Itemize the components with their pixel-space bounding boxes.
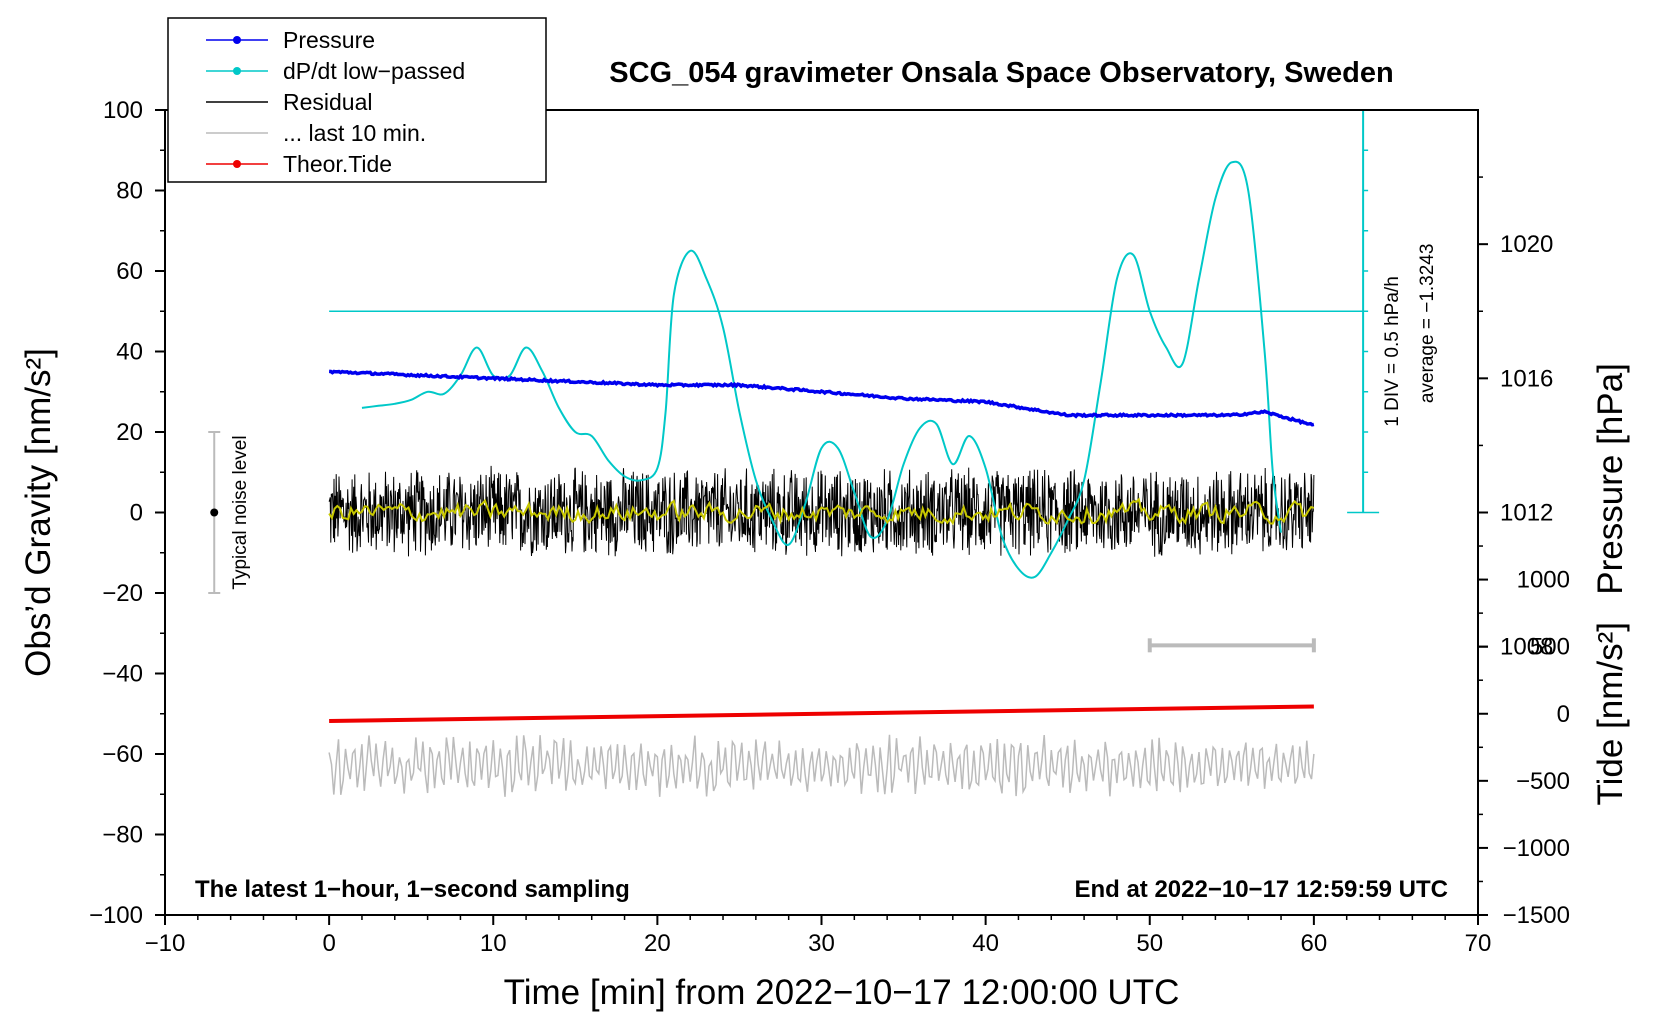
y-tick-label: 100 xyxy=(103,97,143,124)
dpdt-scale-label-1: 1 DIV = 0.5 hPa/h xyxy=(1382,276,1403,427)
legend-label: Residual xyxy=(283,89,373,115)
y-tick-label: 0 xyxy=(130,500,143,527)
tide-tick-label: −500 xyxy=(1516,768,1570,795)
x-tick-label: 50 xyxy=(1136,930,1163,957)
last-10-min-series-line xyxy=(328,734,1315,797)
y-tick-label: 20 xyxy=(116,419,143,446)
x-tick-label: −10 xyxy=(145,930,186,957)
theor-tide-series-line xyxy=(329,704,1314,723)
y-axis-label-left: Obs’d Gravity [nm/s²] xyxy=(19,348,58,677)
x-tick-label: 10 xyxy=(480,930,507,957)
y-tick-label: 80 xyxy=(116,178,143,205)
tide-tick-label: −1000 xyxy=(1503,835,1570,862)
noise-bar-center-dot xyxy=(210,508,219,517)
legend-marker xyxy=(233,36,241,44)
tide-tick-label: 500 xyxy=(1530,634,1570,661)
y-tick-label: −40 xyxy=(102,661,143,688)
dpdt-series-line xyxy=(361,160,1282,579)
y-axis-label-tide: Tide [nm/s²] xyxy=(1591,622,1630,805)
x-tick-label: 40 xyxy=(972,930,999,957)
legend-box xyxy=(167,17,547,183)
x-tick-label: 70 xyxy=(1465,930,1492,957)
pressure-tick-label: 1008 xyxy=(1500,634,1553,661)
pressure-series-line xyxy=(328,369,1315,427)
residual-series-line xyxy=(328,465,1315,557)
annotation-bottom-left: The latest 1−hour, 1−second sampling xyxy=(195,876,630,903)
tide-tick-label: 1000 xyxy=(1517,567,1570,594)
pressure-tick-label: 1012 xyxy=(1500,500,1553,527)
x-tick-label: 20 xyxy=(644,930,671,957)
noise-bar-label: Typical noise level xyxy=(230,435,251,589)
legend-label: Pressure xyxy=(283,27,375,53)
legend-label: ... last 10 min. xyxy=(283,120,426,146)
legend-label: dP/dt low−passed xyxy=(283,58,465,84)
y-tick-label: −20 xyxy=(102,580,143,607)
y-tick-label: 40 xyxy=(116,339,143,366)
y-tick-label: 60 xyxy=(116,258,143,285)
pressure-tick-label: 1016 xyxy=(1500,365,1553,392)
chart-title: SCG_054 gravimeter Onsala Space Observat… xyxy=(609,57,1393,89)
residual-smoothed-line xyxy=(328,497,1315,526)
annotation-bottom-right: End at 2022−10−17 12:59:59 UTC xyxy=(1074,876,1448,903)
tide-tick-label: 0 xyxy=(1557,701,1570,728)
pressure-tick-label: 1020 xyxy=(1500,231,1553,258)
y-tick-label: −80 xyxy=(102,822,143,849)
dpdt-scale-label-2: average = −1.3243 xyxy=(1417,244,1438,404)
x-axis-label: Time [min] from 2022−10−17 12:00:00 UTC xyxy=(504,973,1180,1012)
x-tick-label: 0 xyxy=(322,930,335,957)
y-tick-label: −100 xyxy=(89,902,143,929)
legend-marker xyxy=(233,67,241,75)
legend-label: Theor.Tide xyxy=(283,151,392,177)
x-tick-label: 30 xyxy=(808,930,835,957)
legend-marker xyxy=(233,160,241,168)
x-tick-label: 60 xyxy=(1301,930,1328,957)
tide-tick-label: −1500 xyxy=(1503,902,1570,929)
y-tick-label: −60 xyxy=(102,741,143,768)
y-axis-label-pressure: Pressure [hPa] xyxy=(1591,363,1630,595)
